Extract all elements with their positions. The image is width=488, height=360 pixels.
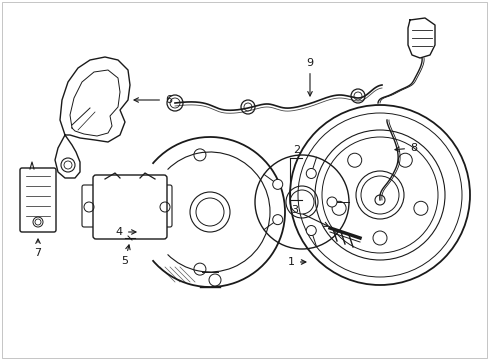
Circle shape <box>305 168 316 179</box>
FancyBboxPatch shape <box>20 168 56 232</box>
Text: 9: 9 <box>306 58 313 96</box>
Circle shape <box>272 179 282 189</box>
Text: 1: 1 <box>287 257 305 267</box>
FancyBboxPatch shape <box>93 175 167 239</box>
Text: 6: 6 <box>134 95 172 105</box>
Text: 2: 2 <box>292 145 300 155</box>
Circle shape <box>305 225 316 235</box>
Text: 7: 7 <box>34 239 41 258</box>
Text: 8: 8 <box>394 143 416 153</box>
Text: 4: 4 <box>116 227 136 237</box>
Text: 5: 5 <box>121 245 130 266</box>
Circle shape <box>272 215 282 225</box>
Circle shape <box>326 197 336 207</box>
FancyBboxPatch shape <box>158 185 172 227</box>
FancyBboxPatch shape <box>82 185 96 227</box>
Text: 3: 3 <box>290 205 328 226</box>
